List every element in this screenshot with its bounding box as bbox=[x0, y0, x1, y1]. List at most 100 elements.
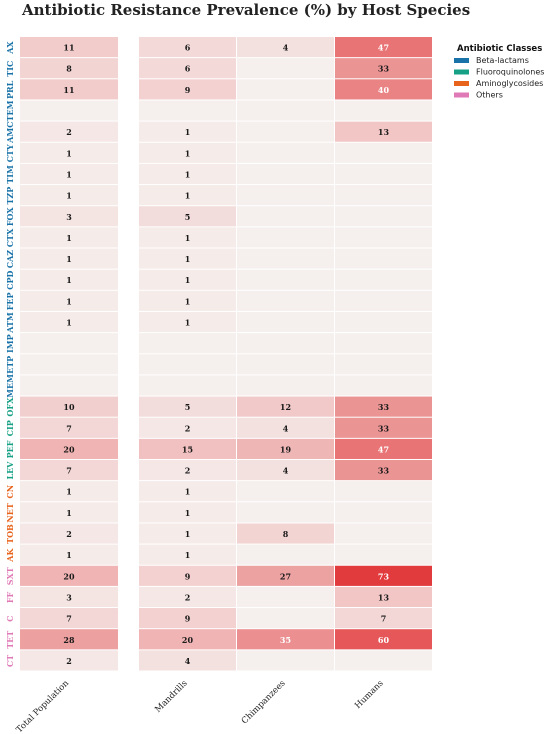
legend-label-others: Others bbox=[476, 91, 503, 100]
cell-value-caz-0: 1 bbox=[66, 254, 72, 264]
heatmap-cell-lev-3 bbox=[335, 460, 432, 481]
heatmap-cell-sxt-0 bbox=[20, 565, 118, 586]
heatmap-cell-cty-3 bbox=[335, 142, 432, 163]
heatmap-cell-mem-2 bbox=[237, 375, 334, 396]
cell-value-ff-1: 2 bbox=[185, 592, 191, 602]
heatmap-cell-cn-1 bbox=[139, 481, 236, 502]
heatmap-cell-ctx-2 bbox=[237, 227, 334, 248]
heatmap-cell-cip-2 bbox=[237, 417, 334, 438]
legend-label-beta-lactams: Beta-lactams bbox=[476, 56, 529, 65]
column-label-humans: Humans bbox=[353, 679, 385, 711]
heatmap-cell-tim-0 bbox=[20, 163, 118, 185]
heatmap-cell-cn-2 bbox=[237, 481, 334, 502]
cell-value-net-0: 1 bbox=[66, 508, 72, 518]
heatmap-cell-cip-0 bbox=[20, 417, 118, 438]
heatmap-cell-lev-2 bbox=[237, 460, 334, 481]
heatmap-cell-tem-0 bbox=[20, 100, 118, 121]
heatmap-cell-ct-3 bbox=[335, 650, 432, 671]
heatmap-cell-atm-3 bbox=[335, 311, 432, 333]
cell-value-cpd-0: 1 bbox=[66, 275, 72, 285]
heatmap-cell-tem-3 bbox=[335, 100, 432, 121]
heatmap-cell-tob-3 bbox=[335, 523, 432, 544]
cell-value-tob-0: 2 bbox=[66, 529, 72, 539]
cell-value-cty-0: 1 bbox=[66, 148, 72, 158]
heatmap-cell-caz-3 bbox=[335, 248, 432, 269]
heatmap-cell-atm-2 bbox=[237, 311, 334, 333]
cell-value-prl-3: 40 bbox=[378, 85, 390, 95]
cell-value-atm-0: 1 bbox=[66, 318, 72, 328]
cell-value-tet-0: 28 bbox=[63, 635, 75, 645]
legend-swatch-aminoglycosides bbox=[454, 81, 469, 86]
cell-value-cn-0: 1 bbox=[66, 487, 72, 497]
legend-title: Antibiotic Classes bbox=[457, 44, 542, 54]
cell-value-cip-2: 4 bbox=[283, 423, 289, 433]
heatmap-cell-mem-3 bbox=[335, 375, 432, 396]
heatmap-cell-cty-2 bbox=[237, 142, 334, 163]
cell-value-cty-1: 1 bbox=[185, 148, 191, 158]
row-label-atm: ATM bbox=[5, 312, 15, 334]
heatmap-cell-fep-0 bbox=[20, 290, 118, 311]
cell-value-ax-1: 6 bbox=[185, 43, 191, 53]
heatmap-cell-amc-0 bbox=[20, 121, 118, 142]
heatmap-cell-ofx-3 bbox=[335, 396, 432, 417]
cell-value-caz-1: 1 bbox=[185, 254, 191, 264]
cell-value-cpd-1: 1 bbox=[185, 275, 191, 285]
cell-value-prl-1: 9 bbox=[185, 85, 191, 95]
heatmap-cell-sxt-2 bbox=[237, 565, 334, 586]
heatmap-cell-fep-1 bbox=[139, 290, 236, 311]
cell-value-ax-2: 4 bbox=[283, 43, 289, 53]
cell-value-pef-1: 15 bbox=[182, 444, 193, 454]
heatmap-cell-net-0 bbox=[20, 502, 118, 523]
cell-value-tic-0: 8 bbox=[66, 64, 72, 74]
heatmap-cell-tic-1 bbox=[139, 58, 236, 79]
cell-value-lev-2: 4 bbox=[283, 466, 289, 476]
heatmap-cell-tem-1 bbox=[139, 100, 236, 121]
heatmap-cell-caz-0 bbox=[20, 248, 118, 269]
heatmap-cell-pef-0 bbox=[20, 438, 118, 459]
heatmap-cell-lev-1 bbox=[139, 460, 236, 481]
row-label-cty: CTY bbox=[5, 144, 15, 162]
heatmap-cell-tem-2 bbox=[237, 100, 334, 121]
row-label-tzp: TZP bbox=[5, 187, 15, 205]
heatmap-cell-tet-3 bbox=[335, 629, 432, 650]
row-label-net: NET bbox=[5, 503, 15, 522]
legend-swatch-fluoroquinolones bbox=[454, 69, 469, 75]
heatmap-cell-net-3 bbox=[335, 502, 432, 523]
row-label-tet: TET bbox=[5, 631, 15, 649]
cell-value-tob-2: 8 bbox=[283, 529, 289, 539]
heatmap-cell-mem-0 bbox=[20, 375, 118, 396]
cell-value-ak-0: 1 bbox=[66, 550, 72, 560]
heatmap-cell-fox-1 bbox=[139, 206, 236, 227]
legend-swatch-beta-lactams bbox=[454, 58, 469, 63]
heatmap-cell-c-3 bbox=[335, 608, 432, 629]
chart-title: Antibiotic Resistance Prevalence (%) by … bbox=[21, 1, 470, 19]
heatmap-cell-etp-3 bbox=[335, 354, 432, 375]
heatmap-cell-ctx-0 bbox=[20, 227, 118, 248]
legend-label-fluoroquinolones: Fluoroquinolones bbox=[476, 68, 544, 77]
cell-value-ofx-2: 12 bbox=[280, 402, 291, 412]
cell-value-fep-0: 1 bbox=[66, 296, 72, 306]
heatmap-cell-etp-0 bbox=[20, 354, 118, 375]
heatmap-cell-tim-1 bbox=[139, 163, 236, 185]
row-label-ctx: CTX bbox=[5, 228, 15, 247]
cell-value-pef-3: 47 bbox=[378, 444, 389, 454]
heatmap-cell-atm-0 bbox=[20, 311, 118, 333]
heatmap-cell-amc-1 bbox=[139, 121, 236, 142]
heatmap-cell-cip-1 bbox=[139, 417, 236, 438]
heatmap-cell-ak-2 bbox=[237, 544, 334, 565]
heatmap-cell-sxt-1 bbox=[139, 565, 236, 586]
row-label-pef: PEF bbox=[5, 440, 15, 458]
heatmap-cell-caz-1 bbox=[139, 248, 236, 269]
row-label-fep: FEP bbox=[5, 292, 15, 310]
heatmap-cell-pef-3 bbox=[335, 438, 432, 459]
heatmap-cell-prl-1 bbox=[139, 79, 236, 100]
cell-value-lev-1: 2 bbox=[185, 466, 191, 476]
heatmap-cell-ct-1 bbox=[139, 650, 236, 671]
row-label-tic: TIC bbox=[5, 61, 15, 77]
heatmap-cell-tob-0 bbox=[20, 523, 118, 544]
heatmap-cell-ff-0 bbox=[20, 586, 118, 608]
heatmap-cell-cpd-3 bbox=[335, 269, 432, 290]
heatmap-cell-tet-1 bbox=[139, 629, 236, 650]
heatmap-cell-ofx-1 bbox=[139, 396, 236, 417]
row-label-caz: CAZ bbox=[5, 250, 15, 269]
